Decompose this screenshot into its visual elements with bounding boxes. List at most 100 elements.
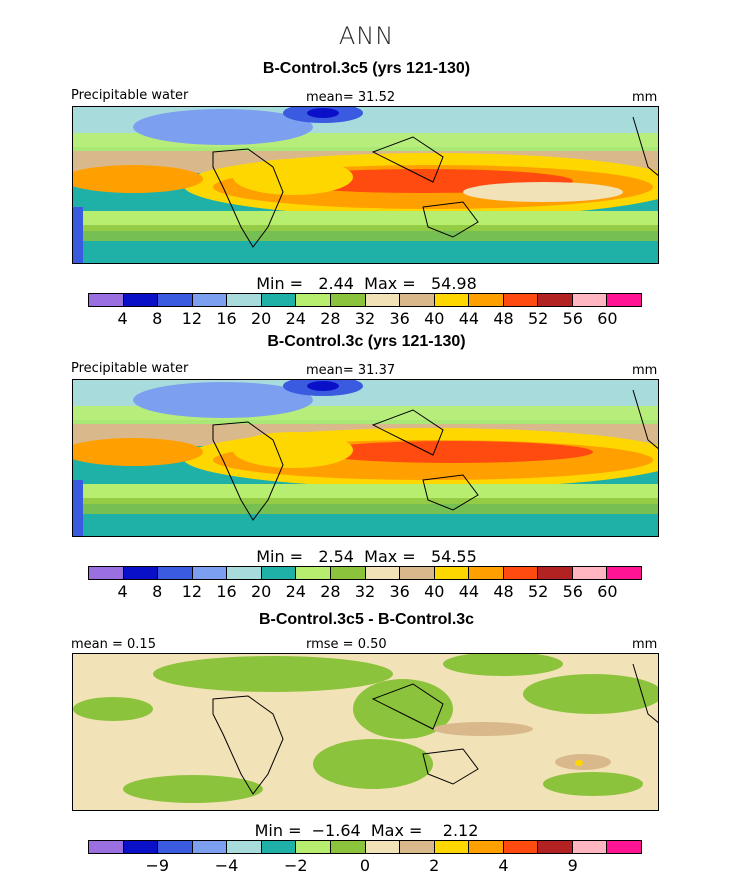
panel-3-title: B-Control.3c5 - B-Control.3c xyxy=(258,611,475,628)
colorbar-tick-label: 60 xyxy=(597,309,618,328)
colorbar-tick-label: 48 xyxy=(493,309,514,328)
colorbar-tick-label: 52 xyxy=(527,309,549,328)
colorbar-swatch xyxy=(365,841,401,853)
colorbar-swatch xyxy=(330,567,366,579)
panel-3-units: mm xyxy=(632,637,658,652)
panel-3-map xyxy=(72,653,659,811)
colorbar-swatch xyxy=(261,567,297,579)
colorbar-tick-label: 12 xyxy=(181,582,203,601)
colorbar-tick-label: 12 xyxy=(181,309,203,328)
colorbar-swatch xyxy=(400,841,435,853)
colorbar-swatch xyxy=(89,294,124,306)
colorbar-swatch xyxy=(503,294,539,306)
panel-1-variable: Precipitable water xyxy=(71,88,189,103)
colorbar-swatch xyxy=(89,841,124,853)
colorbar-swatch xyxy=(572,294,608,306)
colorbar-swatch xyxy=(365,294,401,306)
colorbar-swatch xyxy=(503,841,539,853)
colorbar-swatch xyxy=(227,567,262,579)
colorbar-swatch xyxy=(227,841,262,853)
colorbar-swatch xyxy=(503,567,539,579)
colorbar-tick-label: 4 xyxy=(498,856,509,875)
colorbar-tick-label: 28 xyxy=(320,309,341,328)
colorbar-swatch xyxy=(607,841,641,853)
colorbar-swatch xyxy=(469,841,504,853)
colorbar-swatch xyxy=(607,294,641,306)
panel-2-mean: mean= 31.37 xyxy=(306,363,396,378)
colorbar-tick-label: 56 xyxy=(562,309,583,328)
colorbar-tick-label: 44 xyxy=(458,582,480,601)
colorbar-tick-label: 36 xyxy=(389,582,410,601)
panel-1-units: mm xyxy=(632,90,658,105)
colorbar-swatch xyxy=(227,294,262,306)
panel-2-stats: Min = 2.54 Max = 54.55 xyxy=(256,547,477,566)
colorbar-tick-label: 8 xyxy=(152,309,163,328)
colorbar-swatch xyxy=(434,841,470,853)
colorbar-tick-label: −2 xyxy=(283,856,308,875)
colorbar-swatch xyxy=(158,567,193,579)
panel-2-units: mm xyxy=(632,363,658,378)
colorbar-swatch xyxy=(538,294,573,306)
colorbar-tick-label: 40 xyxy=(424,582,445,601)
panel-1-stats: Min = 2.44 Max = 54.98 xyxy=(256,274,477,293)
colorbar-swatch xyxy=(572,841,608,853)
colorbar-tick-label: −9 xyxy=(145,856,170,875)
colorbar-tick-label: 2 xyxy=(429,856,440,875)
colorbar-tick-label: 20 xyxy=(250,582,272,601)
colorbar-swatch xyxy=(123,567,159,579)
colorbar-swatch xyxy=(538,567,573,579)
colorbar-tick-label: 16 xyxy=(216,309,237,328)
colorbar-swatch xyxy=(572,567,608,579)
panel-3-mean: mean = 0.15 xyxy=(71,637,156,652)
panel-1-title: B-Control.3c5 (yrs 121-130) xyxy=(262,60,471,77)
colorbar-swatch xyxy=(400,567,435,579)
colorbar-swatch xyxy=(434,294,470,306)
colorbar-swatch xyxy=(192,567,228,579)
colorbar-swatch xyxy=(330,294,366,306)
colorbar-tick-label: 48 xyxy=(493,582,514,601)
panel-3-colorbar-ticks: −9 −4 −2 0 2 4 9 xyxy=(0,856,733,876)
panel-3-rmse: rmse = 0.50 xyxy=(306,637,387,652)
panel-3-colorbar xyxy=(88,840,642,854)
panel-1-colorbar-ticks: 4 8 12 16 20 24 28 32 36 40 44 48 52 56 60 xyxy=(0,309,733,329)
colorbar-swatch xyxy=(192,294,228,306)
colorbar-swatch xyxy=(158,841,193,853)
colorbar-tick-label: 32 xyxy=(354,309,376,328)
colorbar-tick-label: 16 xyxy=(216,582,237,601)
panel-2-colorbar xyxy=(88,566,642,580)
colorbar-tick-label: 56 xyxy=(562,582,583,601)
panel-1-map xyxy=(72,106,659,264)
colorbar-swatch xyxy=(261,841,297,853)
colorbar-tick-label: 44 xyxy=(458,309,480,328)
colorbar-swatch xyxy=(89,567,124,579)
colorbar-tick-label: 4 xyxy=(117,309,128,328)
colorbar-tick-label: 0 xyxy=(359,856,371,875)
colorbar-swatch xyxy=(261,294,297,306)
colorbar-swatch xyxy=(538,841,573,853)
colorbar-tick-label: 8 xyxy=(152,582,163,601)
colorbar-swatch xyxy=(158,294,193,306)
colorbar-tick-label: 40 xyxy=(424,309,445,328)
colorbar-tick-label: 28 xyxy=(320,582,341,601)
colorbar-tick-label: 24 xyxy=(285,309,306,328)
panel-2-title: B-Control.3c (yrs 121-130) xyxy=(267,333,466,350)
colorbar-swatch xyxy=(123,294,159,306)
panel-2-colorbar-ticks: 4 8 12 16 20 24 28 32 36 40 44 48 52 56 60 xyxy=(0,582,733,602)
colorbar-tick-label: 20 xyxy=(250,309,272,328)
colorbar-swatch xyxy=(296,294,331,306)
colorbar-swatch xyxy=(434,567,470,579)
colorbar-swatch xyxy=(469,294,504,306)
colorbar-swatch xyxy=(607,567,641,579)
colorbar-swatch xyxy=(365,567,401,579)
page-title: ANN xyxy=(338,22,395,50)
colorbar-swatch xyxy=(296,567,331,579)
colorbar-tick-label: 4 xyxy=(117,582,128,601)
colorbar-tick-label: 32 xyxy=(354,582,376,601)
colorbar-tick-label: −4 xyxy=(214,856,239,875)
panel-1-mean: mean= 31.52 xyxy=(306,90,396,105)
colorbar-tick-label: 24 xyxy=(285,582,306,601)
colorbar-swatch xyxy=(296,841,331,853)
colorbar-swatch xyxy=(192,841,228,853)
colorbar-tick-label: 52 xyxy=(527,582,549,601)
colorbar-tick-label: 60 xyxy=(597,582,618,601)
